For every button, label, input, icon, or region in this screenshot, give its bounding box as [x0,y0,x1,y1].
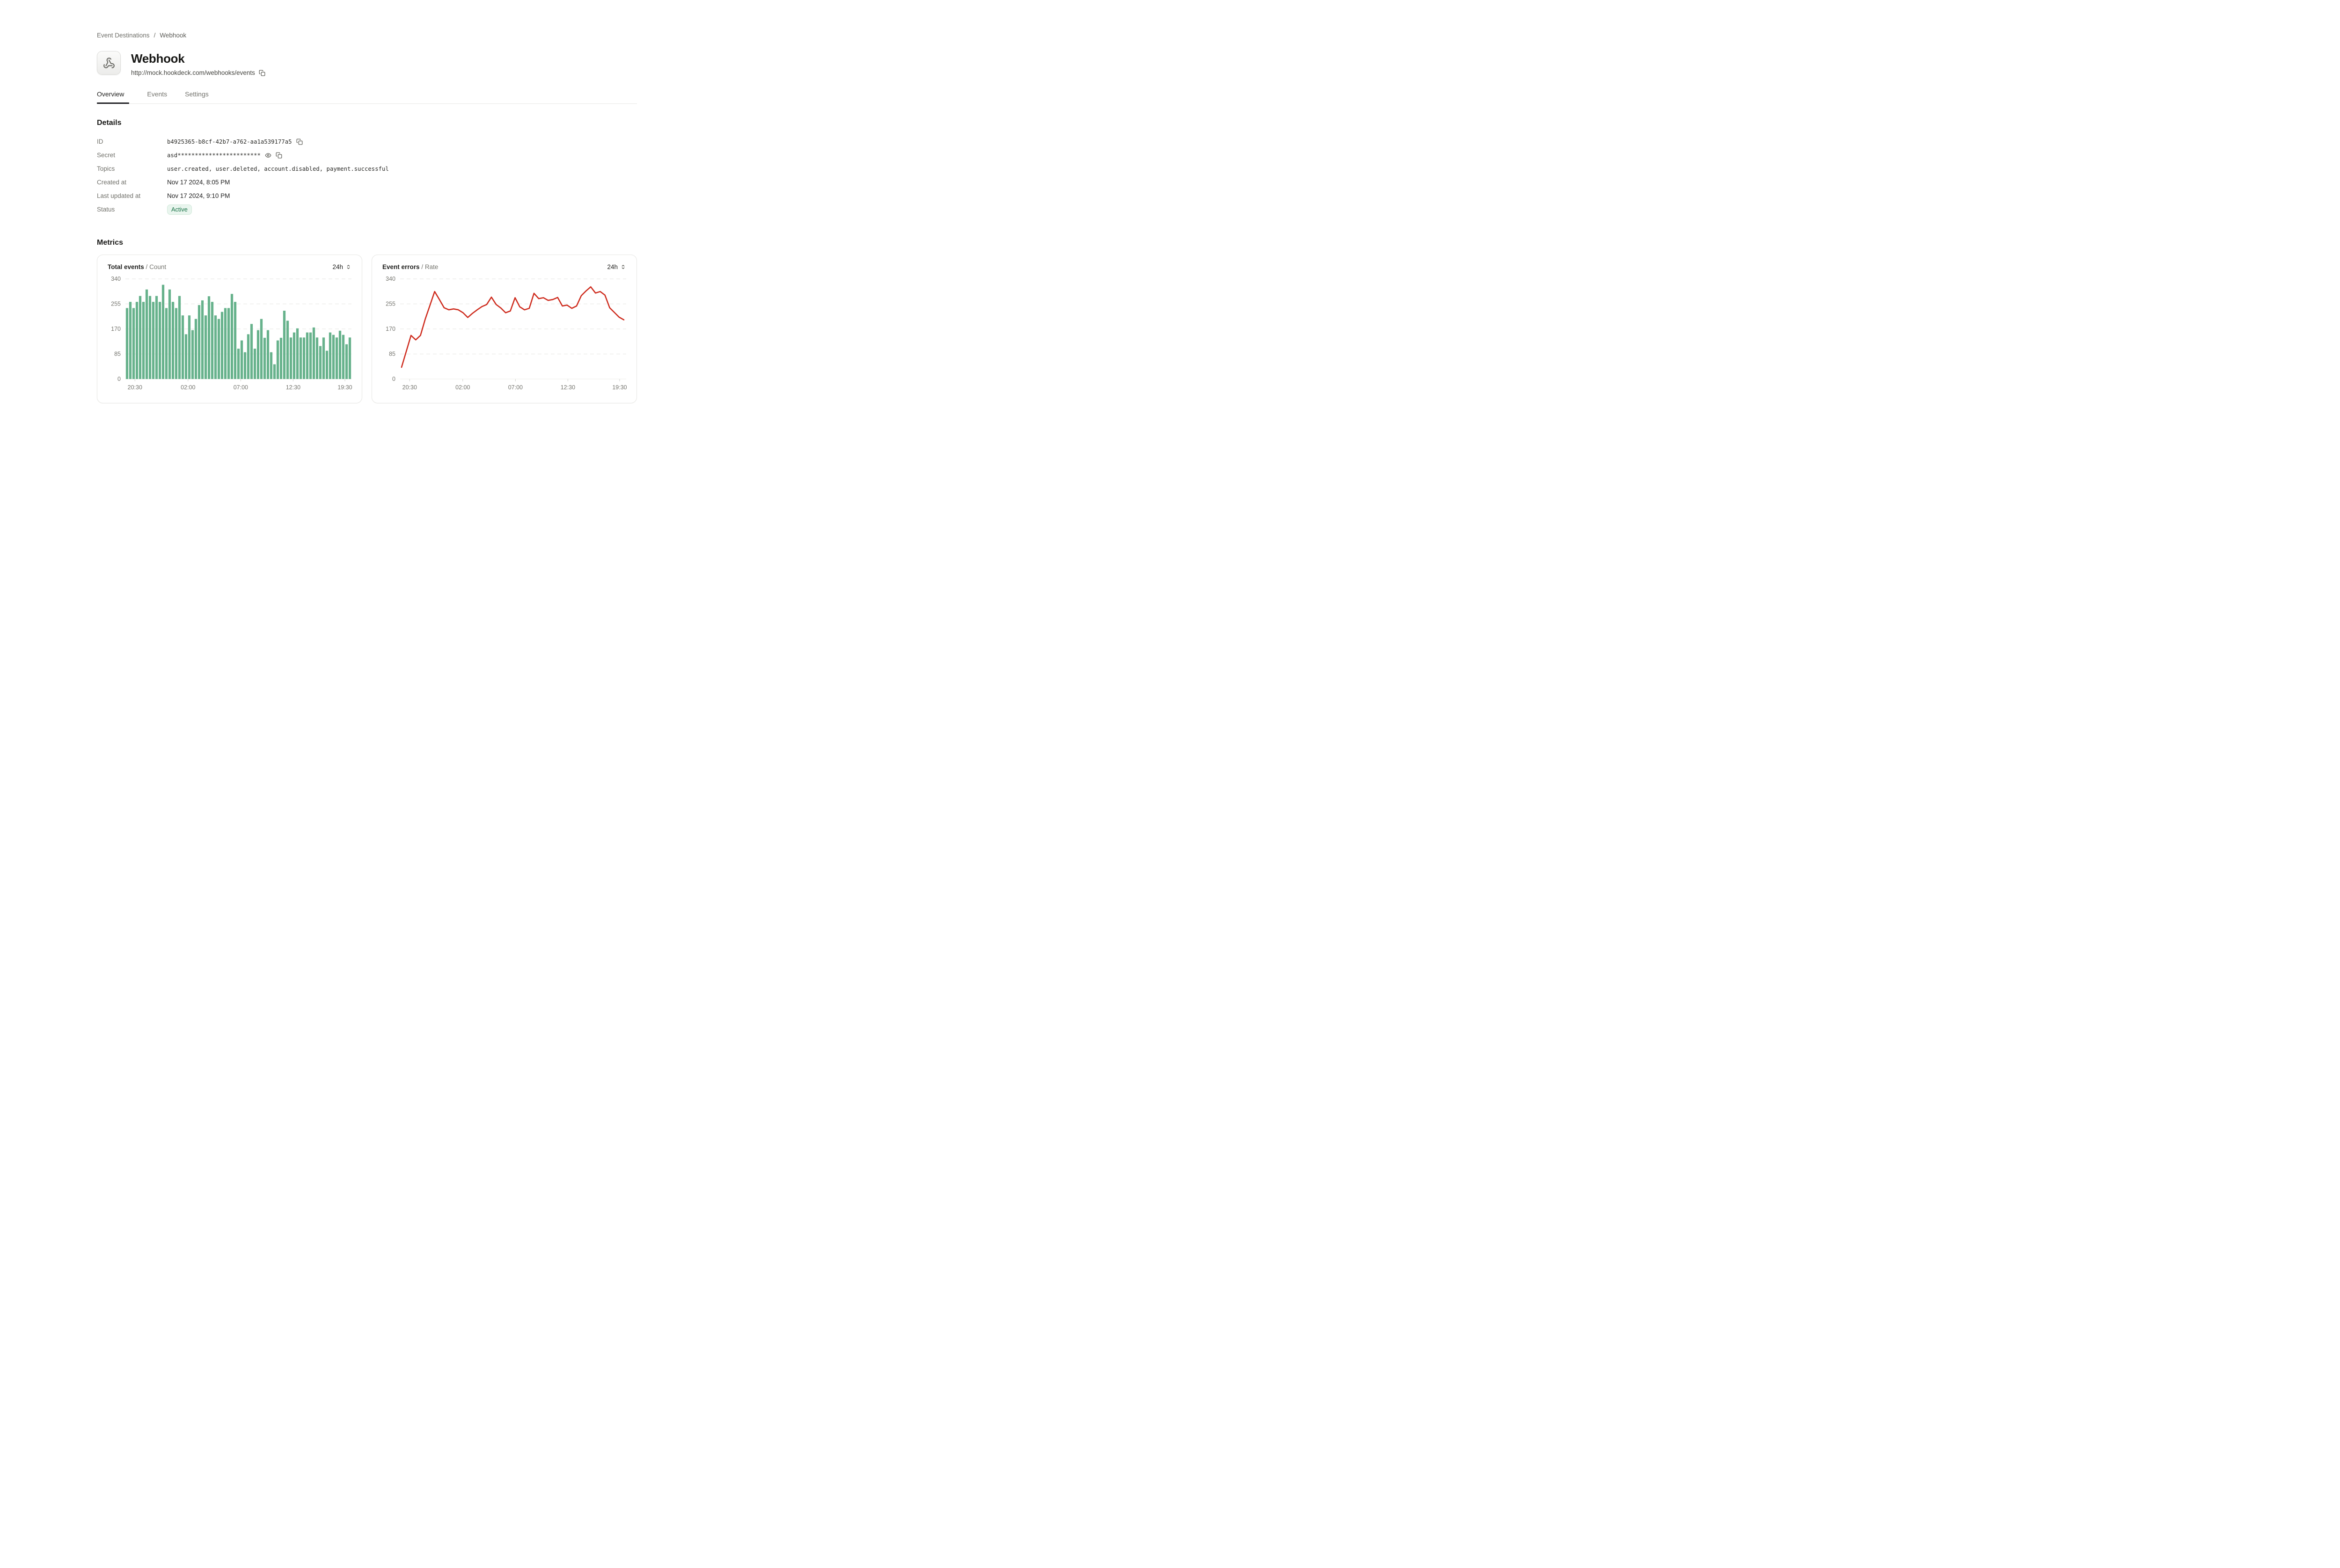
metrics-heading: Metrics [97,239,124,247]
webhook-icon [97,51,121,75]
detail-label: Topics [97,165,115,172]
copy-url-icon[interactable] [259,70,265,76]
svg-text:170: 170 [111,326,121,332]
tab-overview[interactable]: Overview [97,88,130,104]
svg-text:19:30: 19:30 [612,384,627,391]
detail-row-status: Status Active [97,203,637,216]
svg-text:20:30: 20:30 [402,384,417,391]
svg-text:0: 0 [117,376,121,382]
svg-text:255: 255 [386,301,395,307]
detail-row-secret: Secret asd************************ [97,148,637,162]
chevron-up-down-icon [347,265,350,269]
metrics-section: Metrics Total events / Count 24h 0 85 170 2… [97,239,637,403]
copy-secret-icon[interactable] [276,152,282,159]
svg-text:340: 340 [111,276,121,282]
svg-text:170: 170 [386,326,395,332]
tab-settings[interactable]: Settings [185,90,209,98]
detail-label: Secret [97,152,116,159]
details-section: Details ID b4925365-b8cf-42b7-a762-aa1a5… [97,119,637,216]
secret-value: asd************************ [167,152,261,159]
range-label: 24h [607,263,618,270]
svg-text:07:00: 07:00 [234,384,248,391]
detail-label: Status [97,206,115,213]
tab-bar: Overview Events Settings [97,88,637,104]
page-title: Webhook [131,51,185,66]
breadcrumb-event-destinations[interactable]: Event Destinations [97,32,150,39]
event-errors-card: Event errors / Rate 24h 0 85 170 255 340 20:3… [372,255,637,403]
webhook-url: http://mock.hookdeck.com/webhooks/events [131,69,255,76]
chart-subtitle: Count [149,263,167,270]
total-events-bar-chart: 0 85 170 255 340 20:30 02:00 07:00 12:30 19:30 [104,273,355,396]
range-label: 24h [332,263,343,270]
range-selector-total-events[interactable]: 24h [332,263,351,270]
last-updated-value: Nov 17 2024, 9:10 PM [167,192,230,199]
chevron-up-down-icon [622,265,625,269]
svg-text:19:30: 19:30 [337,384,352,391]
svg-text:12:30: 12:30 [286,384,300,391]
details-heading: Details [97,119,122,127]
event-errors-card-title: Event errors / Rate [382,263,438,270]
range-selector-event-errors[interactable]: 24h [607,263,626,270]
topics-value: user.created, user.deleted, account.disa… [167,165,389,172]
svg-text:02:00: 02:00 [181,384,195,391]
svg-text:340: 340 [386,276,395,282]
svg-text:20:30: 20:30 [128,384,142,391]
chart-title-separator: / [146,263,148,270]
svg-text:07:00: 07:00 [508,384,523,391]
breadcrumb: Event Destinations / Webhook [97,0,637,39]
svg-text:0: 0 [392,376,395,382]
svg-text:02:00: 02:00 [455,384,470,391]
detail-row-topics: Topics user.created, user.deleted, accou… [97,162,637,175]
detail-row-id: ID b4925365-b8cf-42b7-a762-aa1a539177a5 [97,135,637,148]
detail-label: ID [97,138,103,145]
event-errors-line-chart: 0 85 170 255 340 20:30 02:00 07:00 12:30 19:30 [379,273,630,396]
tab-events[interactable]: Events [147,90,168,98]
title-block: Webhook http://mock.hookdeck.com/webhook… [131,51,265,76]
svg-text:12:30: 12:30 [561,384,575,391]
svg-text:85: 85 [389,351,395,357]
chart-title-separator: / [421,263,424,270]
breadcrumb-webhook[interactable]: Webhook [160,32,187,39]
detail-row-created-at: Created at Nov 17 2024, 8:05 PM [97,175,637,189]
total-events-card: Total events / Count 24h 0 85 170 255 340 20:… [97,255,362,403]
detail-row-last-updated: Last updated at Nov 17 2024, 9:10 PM [97,189,637,203]
svg-text:255: 255 [111,301,121,307]
breadcrumb-separator: / [154,32,156,39]
status-badge: Active [167,204,192,215]
copy-id-icon[interactable] [296,139,303,145]
reveal-secret-eye-icon[interactable] [265,152,271,159]
chart-title: Event errors [382,263,420,270]
page-content: Event Destinations / Webhook Webhook htt… [97,0,637,403]
total-events-card-title: Total events / Count [108,263,166,270]
detail-label: Created at [97,179,127,186]
detail-label: Last updated at [97,192,141,199]
chart-title: Total events [108,263,144,270]
webhook-id-value: b4925365-b8cf-42b7-a762-aa1a539177a5 [167,138,292,145]
page-header: Webhook http://mock.hookdeck.com/webhook… [97,51,637,76]
created-at-value: Nov 17 2024, 8:05 PM [167,179,230,186]
chart-subtitle: Rate [424,263,439,270]
svg-text:85: 85 [114,351,121,357]
